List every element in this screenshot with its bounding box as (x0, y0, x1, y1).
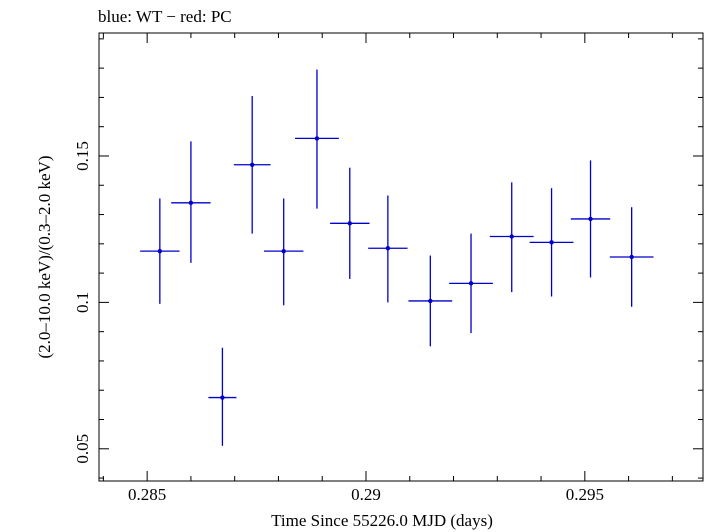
point-marker (385, 246, 391, 251)
data-point (264, 198, 304, 306)
x-axis-label: Time Since 55226.0 MJD (days) (271, 511, 493, 530)
point-marker (509, 234, 514, 239)
x-tick-label: 0.29 (351, 485, 381, 504)
data-point (171, 141, 211, 263)
x-tick-label: 0.295 (566, 485, 604, 504)
point-marker (220, 395, 225, 400)
point-marker (188, 200, 194, 206)
data-point (529, 188, 574, 297)
point-marker (249, 162, 255, 167)
y-axis-label: (2.0–10.0 keV)/(0.3–2.0 keV) (35, 155, 54, 358)
point-marker (428, 298, 433, 304)
point-marker (314, 136, 320, 141)
chart-title: blue: WT − red: PC (98, 7, 232, 26)
point-marker (468, 281, 474, 286)
data-points (140, 69, 654, 446)
x-tick-label: 0.285 (128, 485, 166, 504)
y-tick-label: 0.1 (73, 292, 92, 313)
axis-labels: 0.285 0.29 0.295 0.05 0.1 0.15 Time Since 5522… (35, 141, 604, 530)
y-tick-label: 0.05 (73, 434, 92, 464)
axis-ticks (99, 33, 703, 481)
data-point (295, 69, 339, 209)
data-point (368, 195, 408, 303)
data-point (609, 207, 654, 307)
data-point (489, 182, 534, 293)
data-point (408, 255, 453, 347)
point-marker (281, 248, 286, 254)
point-marker (549, 240, 554, 245)
point-marker (157, 248, 163, 254)
data-point (449, 233, 493, 334)
data-point (233, 95, 271, 234)
data-point (570, 160, 611, 278)
point-marker (588, 216, 593, 222)
point-marker (629, 254, 634, 260)
plot-frame (98, 32, 704, 482)
data-point (208, 347, 237, 446)
data-point (330, 167, 370, 279)
data-point (140, 198, 180, 304)
point-marker (347, 221, 352, 226)
y-tick-label: 0.15 (73, 141, 92, 171)
